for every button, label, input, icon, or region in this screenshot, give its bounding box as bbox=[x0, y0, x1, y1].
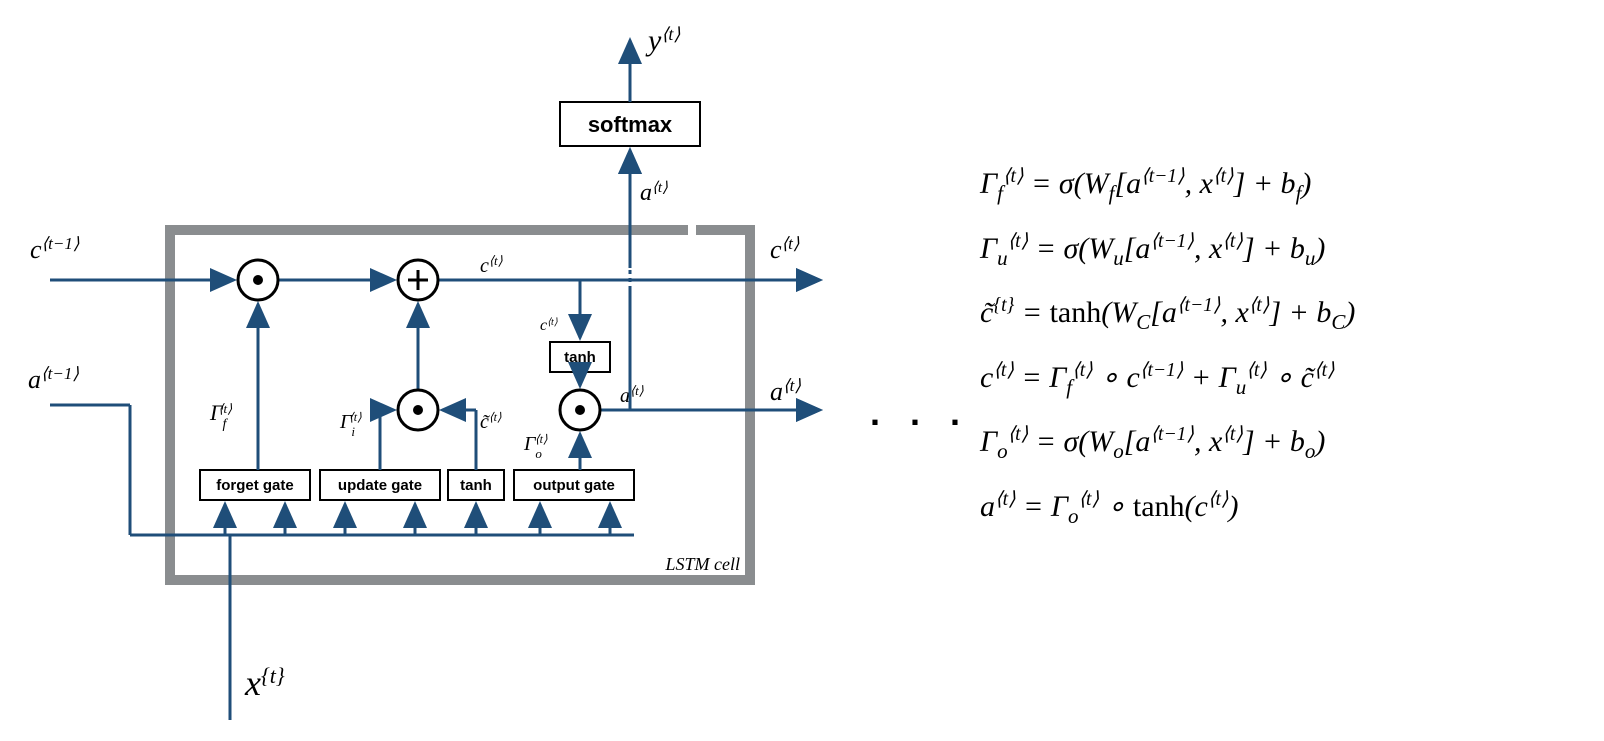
op-add bbox=[398, 260, 438, 300]
eq-gamma-f: Γf⟨t⟩ = σ(Wf[a⟨t−1⟩, x⟨t⟩] + bf) bbox=[980, 160, 1355, 211]
label-ctilde: c̃⟨t⟩ bbox=[480, 410, 502, 433]
svg-text:tanh: tanh bbox=[564, 349, 596, 366]
op-mul3 bbox=[560, 390, 600, 430]
label-gamma-o: Γo⟨t⟩ bbox=[523, 432, 548, 461]
label-a-top: a⟨t⟩ bbox=[640, 180, 668, 206]
svg-text:tanh: tanh bbox=[460, 477, 492, 494]
op-mul2 bbox=[398, 390, 438, 430]
softmax-box: softmax bbox=[560, 102, 700, 146]
eq-at: a⟨t⟩ = Γo⟨t⟩ ∘ tanh(c⟨t⟩) bbox=[980, 483, 1355, 534]
tanh-gate-box: tanh bbox=[448, 470, 504, 500]
eq-gamma-u: Γu⟨t⟩ = σ(Wu[a⟨t−1⟩, x⟨t⟩] + bu) bbox=[980, 225, 1355, 276]
output-gate-box: output gate bbox=[514, 470, 634, 500]
svg-text:output gate: output gate bbox=[533, 477, 615, 494]
svg-text:softmax: softmax bbox=[588, 112, 673, 137]
svg-text:update gate: update gate bbox=[338, 477, 422, 494]
svg-text:forget gate: forget gate bbox=[216, 477, 294, 494]
ellipsis: . . . bbox=[870, 392, 970, 434]
eq-ctilde: c̃{t} = tanh(WC[a⟨t−1⟩, x⟨t⟩] + bC) bbox=[980, 289, 1355, 340]
label-ct-small2: c⟨t⟩ bbox=[540, 317, 558, 335]
lstm-svg: LSTM cell c⟨t−1⟩ c⟨t⟩ c⟨t⟩ a⟨t−1⟩ x{t} bbox=[0, 0, 1604, 736]
equations-block: Γf⟨t⟩ = σ(Wf[a⟨t−1⟩, x⟨t⟩] + bf) Γu⟨t⟩ =… bbox=[980, 160, 1355, 548]
label-a-out: a⟨t⟩ bbox=[770, 376, 801, 407]
label-x-t: x{t} bbox=[244, 663, 285, 704]
label-gamma-f: Γf⟨t⟩ bbox=[209, 400, 232, 432]
lstm-diagram-canvas: LSTM cell c⟨t−1⟩ c⟨t⟩ c⟨t⟩ a⟨t−1⟩ x{t} bbox=[0, 0, 1604, 736]
label-c-out: c⟨t⟩ bbox=[770, 234, 800, 265]
label-c-t-mid: c⟨t⟩ bbox=[480, 253, 503, 278]
tanh-mid-box: tanh bbox=[550, 342, 610, 372]
forget-gate-box: forget gate bbox=[200, 470, 310, 500]
cell-caption: LSTM cell bbox=[665, 554, 741, 574]
label-c-prev: c⟨t−1⟩ bbox=[30, 234, 80, 265]
update-gate-box: update gate bbox=[320, 470, 440, 500]
eq-gamma-o: Γo⟨t⟩ = σ(Wo[a⟨t−1⟩, x⟨t⟩] + bo) bbox=[980, 418, 1355, 469]
label-a-prev: a⟨t−1⟩ bbox=[28, 364, 79, 395]
op-mul1 bbox=[238, 260, 278, 300]
label-y: y⟨t⟩ bbox=[645, 24, 680, 57]
label-gamma-i: Γi⟨t⟩ bbox=[339, 410, 362, 439]
eq-ct: c⟨t⟩ = Γf⟨t⟩ ∘ c⟨t−1⟩ + Γu⟨t⟩ ∘ c̃⟨t⟩ bbox=[980, 354, 1355, 405]
label-at-line: a⟨t⟩ bbox=[620, 383, 644, 408]
